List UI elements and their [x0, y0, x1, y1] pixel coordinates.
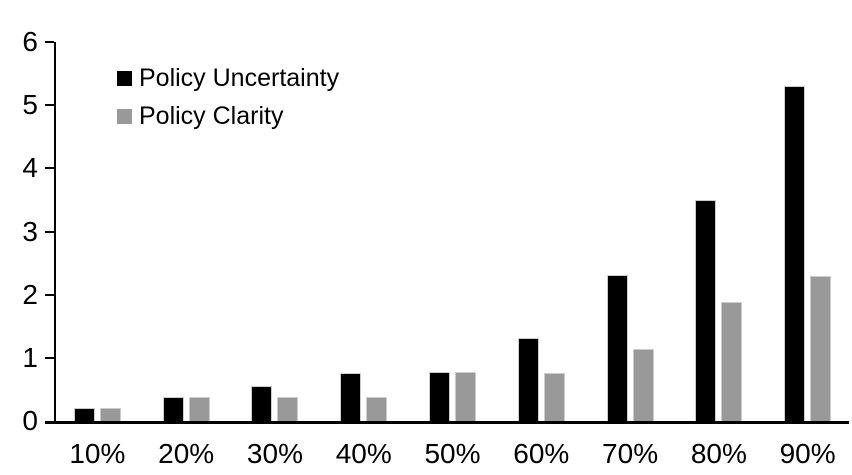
bar-policy-clarity [366, 397, 388, 421]
bar-policy-uncertainty [73, 408, 95, 421]
legend-item-policy-uncertainty: Policy Uncertainty [117, 64, 340, 92]
y-axis-tick [45, 230, 54, 233]
y-axis-tick-label: 0 [22, 405, 38, 436]
x-axis-category-label: 40% [335, 438, 392, 469]
bar-group-80% [674, 42, 763, 421]
y-axis-tick [45, 356, 54, 359]
legend-item-policy-clarity: Policy Clarity [117, 102, 339, 130]
x-axis-category-label: 30% [246, 438, 303, 469]
bar-policy-clarity [277, 397, 299, 421]
bar-group-40% [319, 42, 408, 421]
bar-group-90% [763, 42, 852, 421]
x-axis-labels: 10% 20% 30% 40% 50% 60% 70% 80% 90% [53, 439, 852, 469]
bar-policy-clarity [543, 373, 565, 421]
bar-policy-clarity [99, 408, 121, 421]
bar-group-60% [497, 42, 586, 421]
bar-policy-uncertainty [695, 200, 717, 421]
y-axis-tick-label: 5 [22, 89, 38, 121]
x-axis-category-label: 70% [602, 438, 659, 469]
bar-group-10% [53, 42, 142, 421]
x-axis-category-label: 20% [158, 438, 215, 469]
y-axis-tick [45, 293, 54, 296]
bar-policy-uncertainty [606, 275, 628, 421]
x-axis-category-label: 10% [69, 438, 126, 469]
bar-policy-uncertainty [340, 373, 362, 421]
y-axis-tick-label: 4 [22, 152, 38, 184]
y-axis-tick-label: 6 [22, 26, 38, 57]
y-axis-tick [45, 167, 54, 170]
y-axis-tick [45, 41, 54, 43]
bar-policy-uncertainty [429, 372, 451, 421]
x-axis-category-label: 90% [779, 438, 836, 469]
y-axis-tick [45, 104, 54, 107]
x-axis-category-label: 80% [690, 438, 747, 469]
bar-policy-clarity [632, 349, 654, 421]
legend-label-policy-uncertainty: Policy Uncertainty [139, 64, 340, 92]
x-axis-category-label: 50% [424, 438, 481, 469]
bar-policy-clarity [188, 397, 210, 421]
black-square-icon [117, 70, 132, 86]
y-axis-tick-label: 3 [22, 215, 38, 247]
bar-group-50% [408, 42, 497, 421]
y-axis-tick-label: 1 [22, 341, 38, 373]
legend: Policy Uncertainty Policy Clarity [117, 66, 339, 142]
y-axis-tick-label: 2 [22, 278, 38, 310]
bar-group-30% [231, 42, 320, 421]
bar-policy-clarity [455, 372, 477, 421]
bar-group-70% [586, 42, 675, 421]
bar-policy-clarity [721, 302, 743, 421]
gray-square-icon [117, 108, 132, 124]
bar-policy-uncertainty [784, 86, 806, 421]
bar-policy-uncertainty [162, 397, 184, 421]
plot-area [53, 42, 852, 421]
bar-policy-uncertainty [517, 338, 539, 421]
bar-policy-clarity [810, 276, 832, 421]
x-axis-line [45, 421, 849, 424]
bar-group-20% [142, 42, 231, 421]
y-axis-line [54, 42, 56, 422]
x-axis-category-label: 60% [513, 438, 570, 469]
bar-policy-uncertainty [251, 386, 273, 421]
legend-label-policy-clarity: Policy Clarity [139, 102, 284, 130]
